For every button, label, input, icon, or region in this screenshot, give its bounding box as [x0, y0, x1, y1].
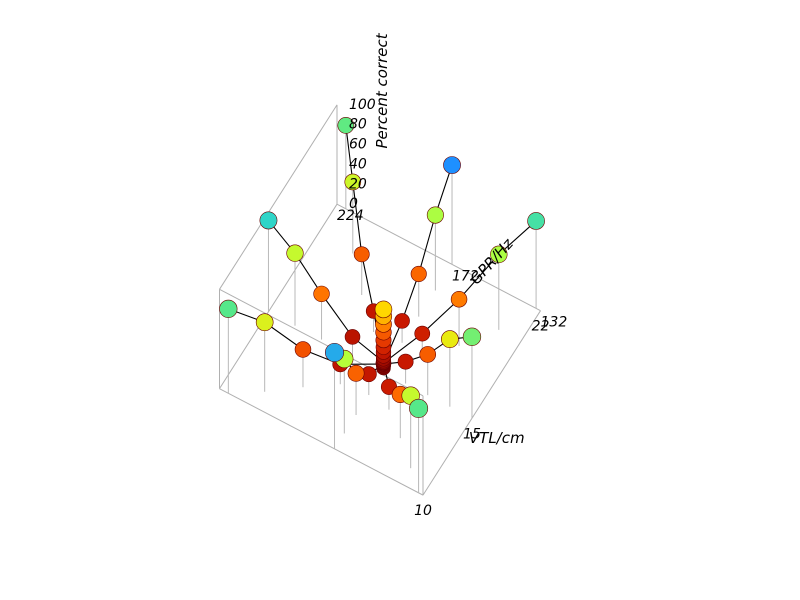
data-point: [220, 300, 238, 318]
data-point: [260, 212, 277, 229]
tick-label: 40: [349, 156, 367, 172]
data-point: [395, 313, 410, 328]
data-point: [463, 328, 481, 346]
data-point: [375, 301, 392, 318]
data-point: [398, 354, 413, 369]
tick-label: 132: [541, 315, 568, 331]
scatter3d-chart: 101522 132172224 020406080100 VTL/cm GPR…: [0, 0, 800, 600]
data-point: [411, 266, 426, 281]
data-point: [325, 343, 343, 361]
tick-label: 10: [414, 503, 432, 519]
z-axis-label: Percent correct: [373, 32, 391, 148]
data-point: [415, 326, 430, 341]
data-point: [314, 286, 330, 302]
tick-label: 80: [349, 117, 367, 133]
tick-label: 20: [349, 176, 367, 192]
data-point: [451, 291, 467, 307]
tick-label: 0: [349, 196, 358, 212]
data-point: [287, 245, 304, 262]
data-point: [420, 346, 436, 362]
data-point: [441, 331, 458, 348]
data-point: [345, 329, 360, 344]
data-point: [295, 342, 311, 358]
data-point: [427, 207, 443, 223]
x-axis-label: VTL/cm: [469, 429, 525, 447]
data-point: [354, 247, 369, 262]
y-axis-label: GPR/Hz: [466, 234, 517, 288]
data-point: [348, 365, 364, 381]
data-point: [256, 314, 273, 331]
data-point: [409, 399, 427, 417]
tick-label: 60: [349, 137, 367, 153]
tick-label: 100: [349, 97, 376, 113]
data-point: [528, 212, 545, 229]
data-point: [443, 156, 460, 173]
